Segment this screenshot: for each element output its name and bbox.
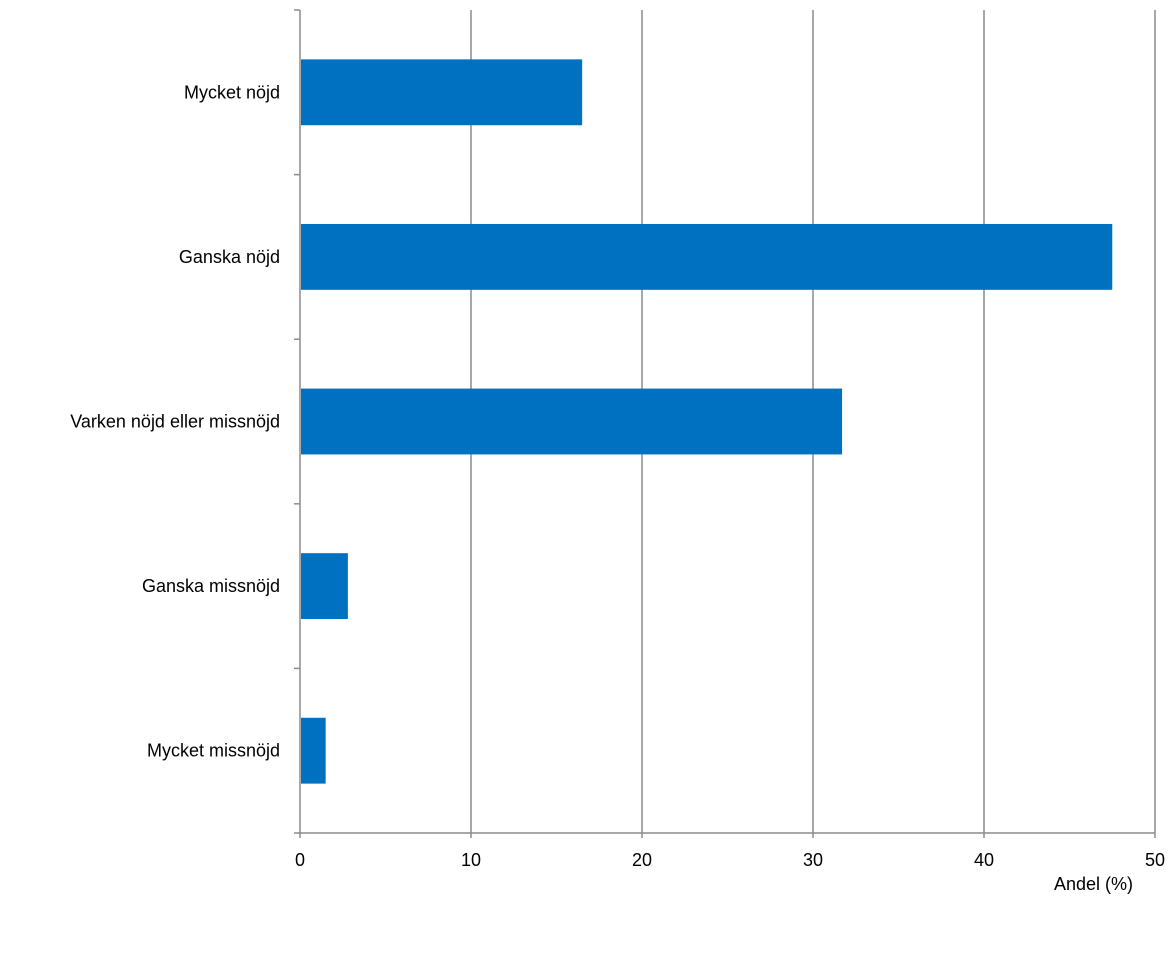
bars xyxy=(301,59,1113,784)
x-tick-label: 20 xyxy=(632,850,652,870)
x-axis-title: Andel (%) xyxy=(1054,874,1133,894)
bar-1 xyxy=(301,223,1113,290)
category-label: Ganska nöjd xyxy=(179,247,280,267)
labels: 0 10 20 30 40 50 Mycket nöjd Ganska nöjd Varken … xyxy=(70,82,1165,870)
category-label: Varken nöjd eller missnöjd xyxy=(70,412,280,432)
bar-4 xyxy=(301,717,326,784)
axes xyxy=(294,9,1156,838)
category-label: Ganska missnöjd xyxy=(142,576,280,596)
bar-0 xyxy=(301,59,583,126)
category-label: Mycket missnöjd xyxy=(147,741,280,761)
x-tick-label: 40 xyxy=(974,850,994,870)
x-tick-label: 30 xyxy=(803,850,823,870)
bar-2 xyxy=(301,388,843,455)
x-tick-label: 50 xyxy=(1145,850,1165,870)
x-tick-label: 0 xyxy=(295,850,305,870)
bar-3 xyxy=(301,553,348,620)
category-label: Mycket nöjd xyxy=(184,82,280,102)
x-tick-label: 10 xyxy=(461,850,481,870)
